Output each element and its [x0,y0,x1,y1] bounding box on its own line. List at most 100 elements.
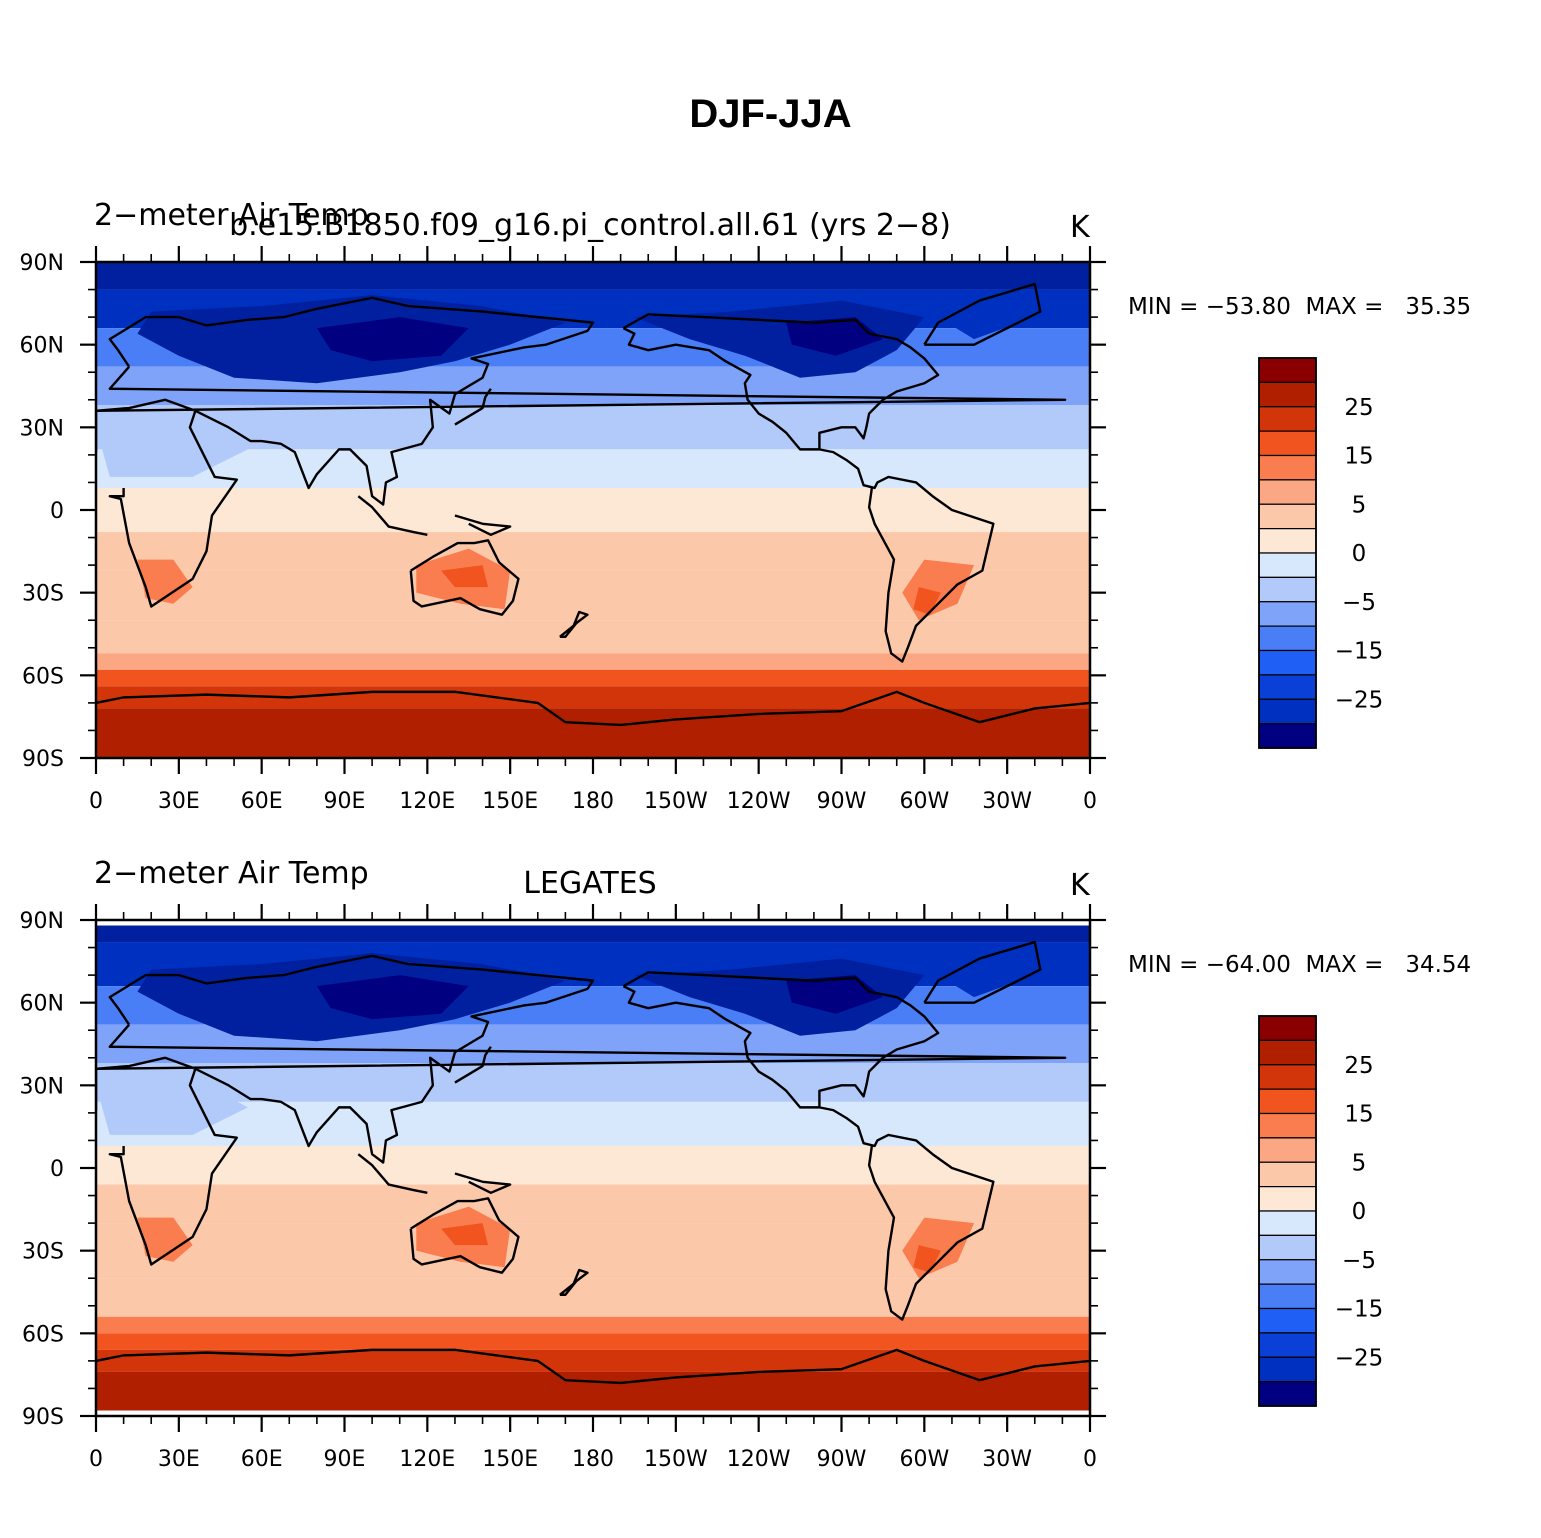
x-tick-label: 90E [324,789,366,814]
x-tick-label: 0 [89,789,103,814]
temperature-band [96,686,1090,709]
x-tick-label: 60W [899,789,949,814]
axis-ticks: 0 30E 60E 90E 120E 150E 180 150W 120W 90W 60W 30W 09… [20,246,1106,814]
temperature-contour [786,317,883,356]
x-tick-label: 180 [572,1447,614,1472]
panel-minmax: MIN = −64.00 MAX = 34.54 [1128,952,1471,978]
temperature-band [96,1349,1090,1372]
panel-left-string: 2−meter Air Temp [94,198,369,233]
colorbar-label: −15 [1335,1297,1384,1323]
y-tick-label: 0 [50,499,64,524]
coastline [123,1348,1090,1385]
map-panel-model: 2−meter Air Temp b.e15.B1850.f09_g16.pi_… [0,198,1541,848]
temperature-band [96,669,1090,687]
panel-left-string: 2−meter Air Temp [94,856,369,891]
x-tick-label: 120E [399,789,455,814]
colorbar-label: 5 [1352,1150,1367,1176]
x-tick-label: 0 [89,1447,103,1472]
colorbar-box [1258,381,1317,408]
colorbar-box [1258,1381,1317,1407]
x-tick-label: 0 [1083,789,1097,814]
colorbar-box [1258,576,1317,603]
coastline [108,296,595,506]
colorbar-box [1258,1259,1317,1285]
colorbar-box [1258,1283,1317,1310]
colorbar-box [1258,479,1317,505]
colorbar-box [1258,503,1317,530]
temperature-band [96,1184,1090,1224]
temperature-contour [137,1217,193,1262]
coastline [357,1153,428,1194]
temperature-band [96,449,1090,488]
panel-center-string: b.e15.B1850.f09_g16.pi_control.all.61 (y… [229,208,951,243]
min-label: MIN = −64.00 [1128,952,1291,978]
temperature-contour [441,565,489,588]
colorbar-label: 0 [1352,1199,1367,1225]
x-tick-label: 120E [399,1447,455,1472]
colorbar-label: −25 [1335,1345,1384,1371]
colorbar: 25 15 5 0 −5 −15 −25 [1258,357,1384,749]
colorbar-box [1258,1088,1317,1115]
y-tick-label: 90N [20,251,64,276]
map-field [96,920,1090,1416]
temperature-contour [441,1223,489,1246]
y-tick-label: 60S [22,664,64,689]
coastline [409,539,520,616]
colorbar-label: −5 [1342,1248,1376,1274]
coastline [96,365,1067,608]
colorbar-box [1258,1356,1317,1383]
x-tick-label: 150W [644,1447,708,1472]
temperature-contour [316,975,469,1020]
coastline [923,940,1042,1004]
coastline [454,1046,492,1084]
temperature-contour [913,587,941,615]
temperature-contour [96,427,248,477]
panel-units: K [1070,868,1090,903]
colorbar-box [1258,723,1317,749]
colorbar-box [1258,552,1317,578]
y-tick-label: 0 [50,1157,64,1182]
max-label: MAX = 34.54 [1305,952,1472,978]
colorbar-box [1258,1039,1317,1066]
coastline [454,388,492,426]
temperature-band [96,487,1090,533]
colorbar-box [1258,357,1317,383]
coastline [454,1172,512,1194]
colorbar-box [1258,625,1317,652]
panel-minmax: MIN = −53.80 MAX = 35.35 [1128,294,1471,320]
colorbar-box [1258,1307,1317,1334]
temperature-band [96,1278,1090,1317]
colorbar: 25 15 5 0 −5 −15 −25 [1258,1015,1384,1407]
y-tick-label: 90S [22,1405,64,1430]
coastline [96,1023,1067,1266]
colorbar-box [1258,674,1317,700]
colorbar-label: 25 [1344,1053,1373,1079]
y-tick-label: 60S [22,1322,64,1347]
coastline [622,313,995,663]
colorbar-box [1258,1332,1317,1358]
panel-units: K [1070,210,1090,245]
colorbar-box [1258,1186,1317,1212]
x-tick-label: 120W [727,1447,791,1472]
colorbar-box [1258,601,1317,627]
colorbar-label: −15 [1335,639,1384,665]
y-tick-label: 30S [22,1240,64,1265]
x-tick-label: 150W [644,789,708,814]
coastline [108,954,595,1164]
coastline [96,696,124,705]
x-tick-label: 0 [1083,1447,1097,1472]
temperature-band [96,1101,1090,1146]
colorbar-label: 15 [1344,1102,1373,1128]
x-tick-label: 150E [482,1447,538,1472]
colorbar-label: 15 [1344,444,1373,470]
coastline [454,514,512,536]
x-tick-label: 60E [241,789,283,814]
coastline [923,282,1042,346]
colorbar-label: −5 [1342,590,1376,616]
temperature-band [96,653,1090,670]
panel-center-string: LEGATES [523,866,657,901]
temperature-contour [938,947,1035,998]
temperature-band [96,925,1090,943]
x-tick-label: 150E [482,789,538,814]
colorbar-box [1258,454,1317,481]
